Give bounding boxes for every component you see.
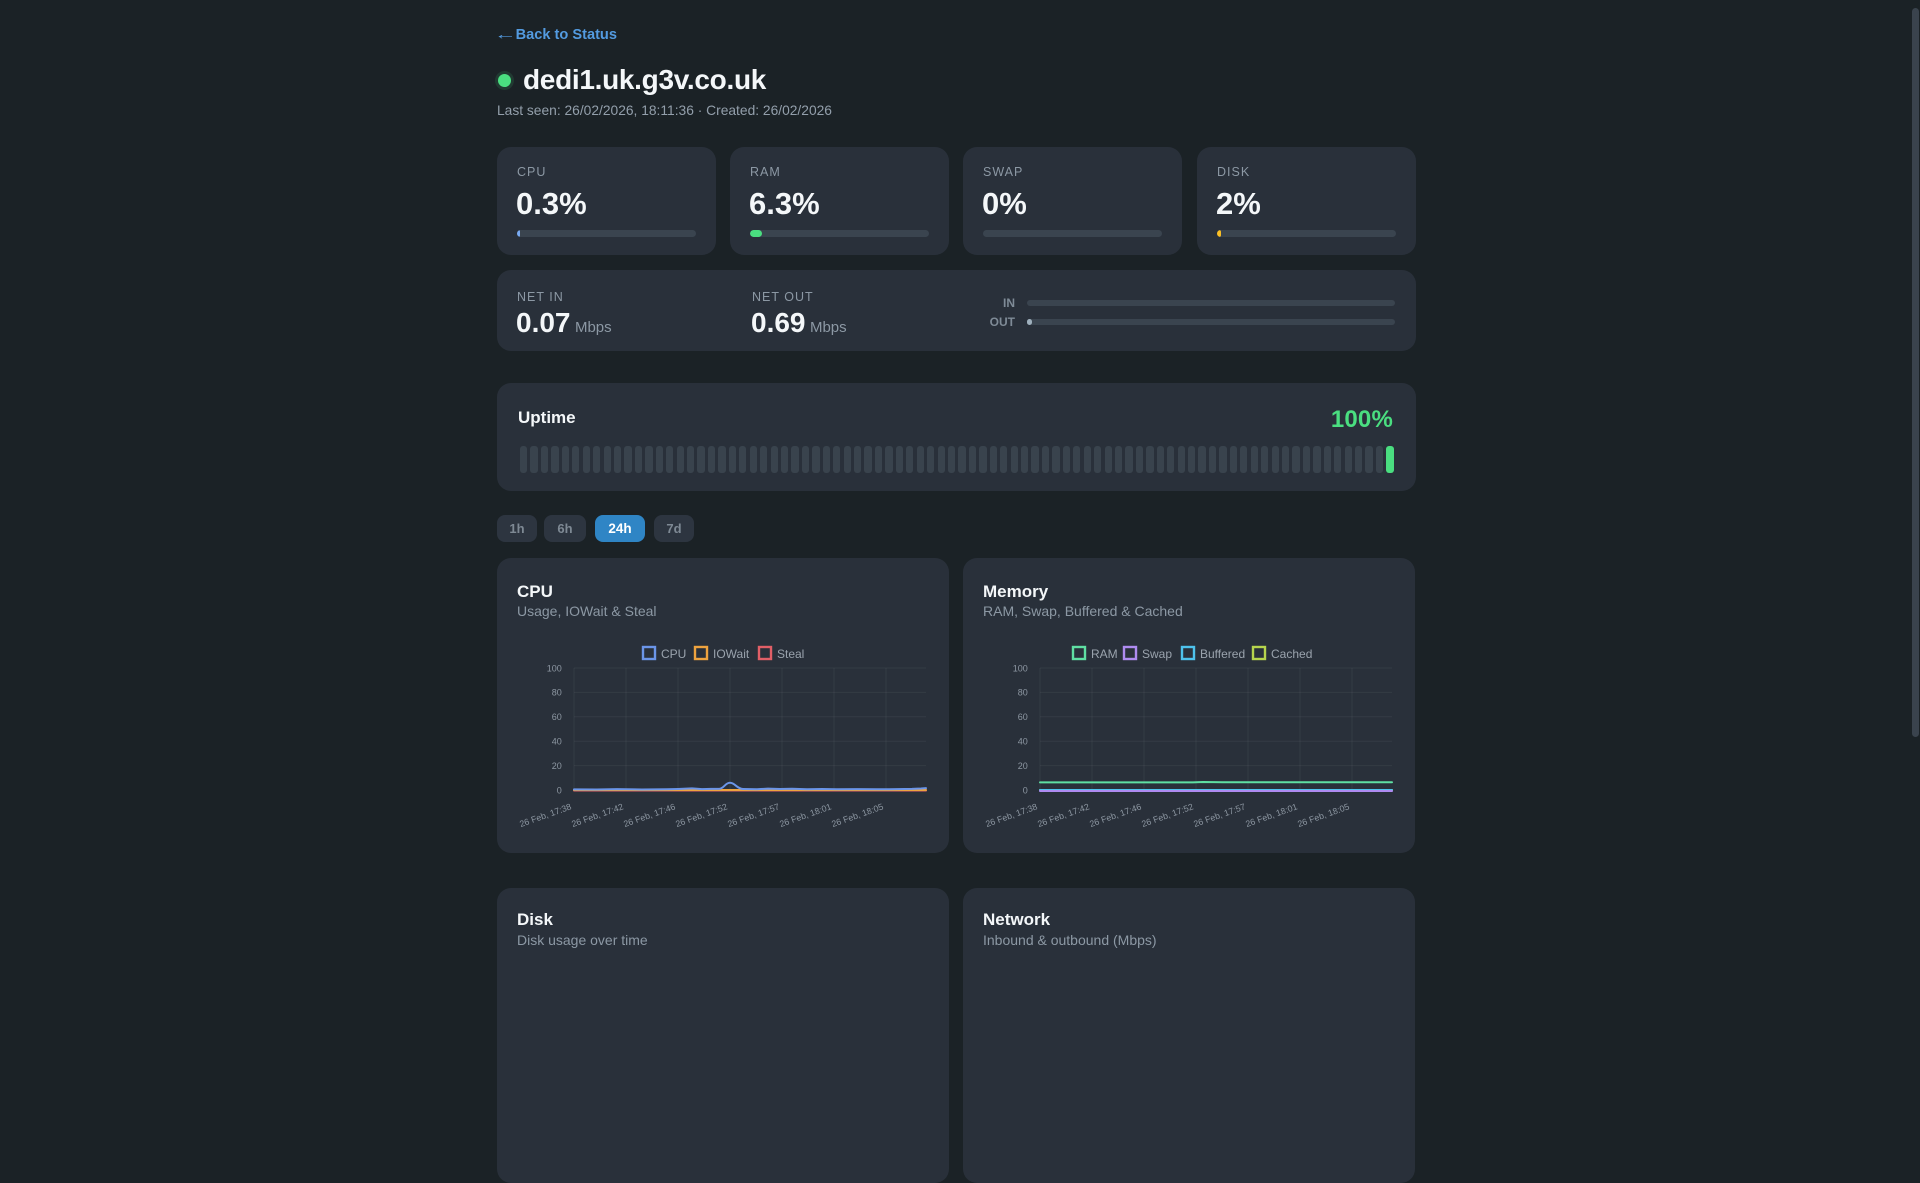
svg-text:26 Feb, 18:05: 26 Feb, 18:05	[830, 801, 885, 829]
svg-text:Swap: Swap	[1142, 647, 1172, 661]
svg-text:RAM: RAM	[1091, 647, 1118, 661]
svg-text:80: 80	[552, 688, 562, 698]
svg-text:IOWait: IOWait	[713, 647, 750, 661]
svg-text:CPU: CPU	[661, 647, 686, 661]
svg-text:26 Feb, 18:01: 26 Feb, 18:01	[1244, 801, 1299, 829]
svg-text:26 Feb, 17:46: 26 Feb, 17:46	[622, 801, 677, 829]
svg-text:26 Feb, 18:01: 26 Feb, 18:01	[778, 801, 833, 829]
svg-text:26 Feb, 17:52: 26 Feb, 17:52	[1140, 801, 1195, 829]
svg-text:26 Feb, 17:38: 26 Feb, 17:38	[518, 801, 573, 829]
svg-text:100: 100	[1013, 663, 1028, 673]
svg-text:40: 40	[552, 737, 562, 747]
svg-text:100: 100	[547, 663, 562, 673]
svg-text:60: 60	[552, 712, 562, 722]
svg-text:80: 80	[1018, 688, 1028, 698]
svg-text:Steal: Steal	[777, 647, 804, 661]
svg-text:26 Feb, 17:52: 26 Feb, 17:52	[674, 801, 729, 829]
svg-text:26 Feb, 17:46: 26 Feb, 17:46	[1088, 801, 1143, 829]
svg-text:26 Feb, 17:57: 26 Feb, 17:57	[1192, 801, 1247, 829]
svg-text:20: 20	[552, 761, 562, 771]
svg-text:20: 20	[1018, 761, 1028, 771]
svg-text:60: 60	[1018, 712, 1028, 722]
svg-text:26 Feb, 17:57: 26 Feb, 17:57	[726, 801, 781, 829]
svg-text:26 Feb, 17:42: 26 Feb, 17:42	[1036, 801, 1091, 829]
svg-text:Buffered: Buffered	[1200, 647, 1245, 661]
svg-text:26 Feb, 18:05: 26 Feb, 18:05	[1296, 801, 1351, 829]
svg-text:26 Feb, 17:38: 26 Feb, 17:38	[984, 801, 1039, 829]
svg-text:0: 0	[1023, 785, 1028, 795]
svg-text:Cached: Cached	[1271, 647, 1312, 661]
svg-text:40: 40	[1018, 737, 1028, 747]
svg-text:0: 0	[557, 785, 562, 795]
svg-text:26 Feb, 17:42: 26 Feb, 17:42	[570, 801, 625, 829]
